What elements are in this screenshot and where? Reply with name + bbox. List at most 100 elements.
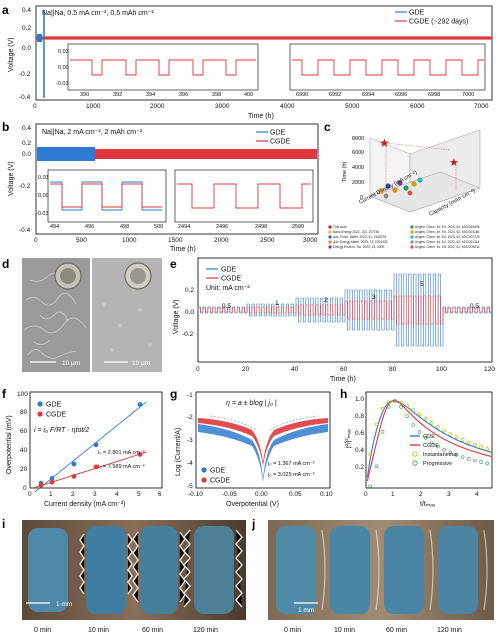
yticks-b: 0.4 0.2 0.0 -0.2 -0.4 xyxy=(19,125,31,234)
svg-text:0.4: 0.4 xyxy=(355,447,364,454)
curve-h-cgde xyxy=(366,400,493,482)
point-h-prog-323 xyxy=(454,453,459,457)
legend-gde-e: GDE xyxy=(221,267,237,274)
svg-text:-3: -3 xyxy=(187,437,193,444)
svg-text:3: 3 xyxy=(93,491,97,498)
plot-frame-g xyxy=(195,391,331,489)
svg-text:40: 40 xyxy=(20,447,28,454)
time-label-i-2: 60 min xyxy=(142,627,163,634)
svg-text:6990: 6990 xyxy=(296,92,308,98)
equation-g: η = a ± blog | j₀ | xyxy=(226,400,277,407)
point-h-inst-37 xyxy=(374,422,379,427)
svg-text:0.4: 0.4 xyxy=(22,125,31,132)
svg-text:2496: 2496 xyxy=(216,224,228,230)
tafel-gde-band xyxy=(198,424,328,482)
svg-text:0.05: 0.05 xyxy=(289,491,302,498)
svg-text:6: 6 xyxy=(158,491,162,498)
svg-text:496: 496 xyxy=(85,224,94,230)
xlabel-g: Overpotential (V) xyxy=(226,501,279,508)
xticks-a: 0 1000 2000 3000 4000 5000 6000 7000 xyxy=(33,103,489,110)
svg-text:0.2: 0.2 xyxy=(22,140,31,147)
yticks-h: 0.2 0.4 0.6 0.8 1.0 xyxy=(355,396,364,471)
svg-text:Adv. Energy Mater. 2023, 13, 2: Adv. Energy Mater. 2023, 13, 2204403 xyxy=(333,240,388,244)
panel-label-h: h xyxy=(340,387,347,401)
inset-b2 xyxy=(174,169,314,223)
xlabel-e: Time (h) xyxy=(330,376,356,383)
rate-label-e-2: 2 xyxy=(324,297,328,304)
gde-trace-a xyxy=(37,34,42,42)
time-label-i-0: 0 min xyxy=(34,627,51,634)
point-h-prog-103 xyxy=(393,399,397,403)
point-h-inst-411 xyxy=(479,445,483,449)
svg-text:-0.03: -0.03 xyxy=(36,211,49,217)
panel-label-e: e xyxy=(170,257,177,271)
inset-b2-xticks: 2494 2496 2498 2500 xyxy=(178,224,304,230)
ylabel-e: Voltage (V) xyxy=(173,299,180,334)
panel-label-j: j xyxy=(251,517,255,531)
dot-c4 xyxy=(397,180,403,186)
scale-bar-j: 1 mm xyxy=(298,607,314,614)
ylabel-c: Time (h) xyxy=(342,162,348,182)
svg-text:5: 5 xyxy=(137,491,141,498)
ylabel-b: Voltage (V) xyxy=(8,161,15,196)
legend-cgde-b: CGDE xyxy=(270,139,291,146)
annot-g-cgde: j₀ = 3.025 mA cm⁻² xyxy=(267,472,315,478)
micrograph-cgde-texture xyxy=(102,288,152,352)
photo-j-0 xyxy=(276,526,316,614)
title-a: Na||Na, 0.5 mA cm⁻², 0.5 mAh cm⁻² xyxy=(42,10,154,17)
point-f-0-4 xyxy=(137,402,143,407)
point-h-inst-323 xyxy=(454,435,459,439)
dot-c9 xyxy=(407,190,413,196)
point-h-inst-389 xyxy=(473,443,477,447)
legend-e: GDE CGDE xyxy=(206,267,242,283)
svg-text:-0.05: -0.05 xyxy=(222,491,237,498)
svg-text:2: 2 xyxy=(71,491,75,498)
legend-gde-g: GDE xyxy=(210,468,226,475)
dot-c2 xyxy=(385,183,391,189)
time-label-i-3: 120 min xyxy=(193,627,218,634)
scale-bar-d-left: 10 μm xyxy=(62,360,80,367)
point-h-inst-301 xyxy=(448,432,453,436)
inset-b2-cgde xyxy=(177,183,311,209)
yticks-g: -1 -2 -3 -4 -5 xyxy=(187,392,193,490)
svg-text:Angew. Chem. Int. Ed. 2023, 62: Angew. Chem. Int. Ed. 2023, 62, e2023113… xyxy=(415,240,479,244)
rate-label-e-3: 3 xyxy=(372,294,376,301)
svg-text:6996: 6996 xyxy=(395,92,407,98)
point-h-prog-345 xyxy=(460,455,465,459)
svg-text:Angew. Chem. Int. Ed. 2025, 64: Angew. Chem. Int. Ed. 2025, 64, e2024198… xyxy=(415,225,480,229)
photo-j-2 xyxy=(384,526,424,614)
inset-b1 xyxy=(47,169,167,223)
svg-text:-1: -1 xyxy=(187,392,193,399)
svg-text:Angew. Chem. Int. Ed. 2023, 62: Angew. Chem. Int. Ed. 2023, 62, e2023011… xyxy=(415,230,479,234)
svg-text:1000: 1000 xyxy=(122,237,137,244)
svg-text:-5: -5 xyxy=(187,483,193,490)
svg-text:390: 390 xyxy=(80,92,89,98)
svg-text:0.00: 0.00 xyxy=(38,193,49,199)
point-h-inst-59 xyxy=(380,406,385,411)
svg-text:60: 60 xyxy=(340,366,348,373)
legend-inst-h: Instantaneous xyxy=(423,452,458,458)
svg-text:-0.03: -0.03 xyxy=(56,81,69,87)
point-h-prog-125 xyxy=(399,405,403,409)
dot-c7 xyxy=(417,177,423,183)
xticks-h: 0 1 2 3 4 xyxy=(364,491,479,498)
svg-text:8000: 8000 xyxy=(352,136,364,142)
svg-text:0: 0 xyxy=(34,237,38,244)
panel-label-f: f xyxy=(2,387,7,401)
svg-text:396: 396 xyxy=(179,92,188,98)
svg-text:Angew. Chem. Int. Ed. 2022, 61: Angew. Chem. Int. Ed. 2022, 61, e2022096… xyxy=(415,245,480,249)
svg-text:398: 398 xyxy=(212,92,221,98)
svg-text:6000: 6000 xyxy=(352,150,364,156)
svg-text:394: 394 xyxy=(146,92,155,98)
point-h-prog-37 xyxy=(374,464,379,469)
legend-h: GDE CGDE Instantaneous Progressive xyxy=(410,434,458,467)
point-f-1-1 xyxy=(49,479,55,485)
legend-f: GDE CGDE xyxy=(37,401,67,419)
point-h-prog-411 xyxy=(479,460,483,464)
legend-b: GDE CGDE xyxy=(256,130,291,146)
svg-text:494: 494 xyxy=(50,224,59,230)
svg-text:0.0: 0.0 xyxy=(22,151,31,158)
dot-c8 xyxy=(383,193,389,199)
svg-text:0.8: 0.8 xyxy=(355,413,364,420)
reflections-j xyxy=(321,529,488,611)
